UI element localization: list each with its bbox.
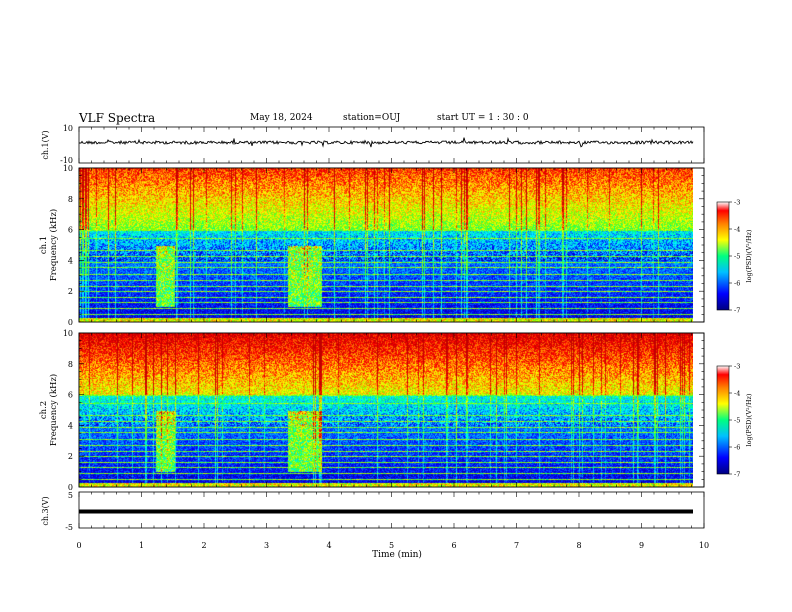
ch2-colorbar: -3 -4 -5 -6 -7 log(PSD)(V²/Hz) (716, 363, 753, 479)
frequency-tick-label: 8 (68, 195, 73, 204)
ch1-ytick-bottom: -10 (60, 156, 73, 165)
ch3-waveform-line (79, 509, 693, 514)
colorbar-tick-label: -3 (734, 363, 740, 371)
colorbar-tick-label: -5 (734, 417, 740, 425)
ch1-spectrogram-panel: 0 2 4 6 8 10 ch.1 Frequency (kHz) (39, 164, 705, 327)
time-axis-tick-labels: 0 1 2 3 4 5 6 7 8 9 10 (76, 541, 709, 550)
x-tick-label: 6 (451, 541, 456, 550)
ch3-waveform-panel: 5 -5 ch.3(V) (41, 491, 705, 532)
colorbar-tick-label: -7 (734, 471, 740, 479)
colorbar-tick-label: -7 (734, 307, 740, 315)
ch1-frequency-ticks: 0 2 4 6 8 10 (63, 164, 704, 327)
x-tick-label: 4 (326, 541, 331, 550)
ch3-ytick-top: 5 (68, 491, 73, 500)
ch1-spectrogram-image (79, 168, 693, 322)
x-tick-label: 5 (389, 541, 394, 550)
colorbar-tick-label: -6 (734, 280, 740, 288)
colorbar-tick-label: -3 (734, 199, 740, 207)
x-tick-label: 8 (576, 541, 581, 550)
frequency-tick-label: 0 (68, 318, 73, 327)
ch1-spectro-ylabel-1: ch.1 (39, 236, 49, 254)
frequency-tick-label: 4 (68, 256, 73, 265)
ch1-colorbar: -3 -4 -5 -6 -7 log(PSD)(V²/Hz) (716, 199, 753, 315)
frequency-tick-label: 2 (68, 287, 73, 296)
ch1-waveform-panel: 10 -10 ch.1(V) (41, 124, 705, 165)
colorbar-tick-label: -4 (734, 226, 740, 234)
x-tick-label: 9 (639, 541, 644, 550)
frequency-tick-label: 6 (68, 391, 73, 400)
frequency-tick-label: 8 (68, 360, 73, 369)
frequency-tick-label: 0 (68, 483, 73, 492)
ch2-frequency-ticks: 0 2 4 6 8 10 (63, 329, 704, 492)
ch1-spectro-ylabel-2: Frequency (kHz) (48, 209, 59, 281)
ch1-colorbar-label: log(PSD)(V²/Hz) (745, 229, 753, 282)
station-label: station=OUJ (343, 113, 401, 123)
date-label: May 18, 2024 (250, 113, 313, 123)
ch1-ylabel: ch.1(V) (41, 130, 50, 159)
x-tick-label: 3 (264, 541, 269, 550)
frequency-tick-label: 6 (68, 226, 73, 235)
frequency-tick-label: 2 (68, 452, 73, 461)
ch2-colorbar-label: log(PSD)(V²/Hz) (745, 393, 753, 446)
frequency-tick-label: 10 (63, 329, 73, 338)
colorbar-tick-label: -5 (734, 253, 740, 261)
ch2-spectro-ylabel-1: ch.2 (39, 401, 49, 419)
colorbar-tick-label: -4 (734, 390, 740, 398)
ch3-ytick-bottom: -5 (65, 523, 73, 532)
colorbar-tick-label: -6 (734, 444, 740, 452)
ch2-spectrogram-image (79, 333, 693, 487)
time-axis-label: Time (min) (372, 549, 422, 560)
x-tick-label: 10 (699, 541, 709, 550)
x-tick-label: 0 (76, 541, 81, 550)
x-tick-label: 1 (139, 541, 144, 550)
x-tick-label: 2 (201, 541, 206, 550)
start-ut-label: start UT = 1 : 30 : 0 (437, 113, 529, 123)
ch1-waveform-line (78, 136, 694, 148)
chart-title: VLF Spectra (79, 111, 156, 125)
ch1-ytick-top: 10 (63, 124, 73, 133)
frequency-tick-label: 4 (68, 421, 73, 430)
ch3-ylabel: ch.3(V) (41, 496, 50, 525)
ch2-spectrogram-panel: 0 2 4 6 8 10 ch.2 Frequency (kHz) (39, 329, 705, 492)
x-tick-label: 7 (514, 541, 519, 550)
ch2-spectro-ylabel-2: Frequency (kHz) (48, 374, 59, 446)
frequency-tick-label: 10 (63, 164, 73, 173)
